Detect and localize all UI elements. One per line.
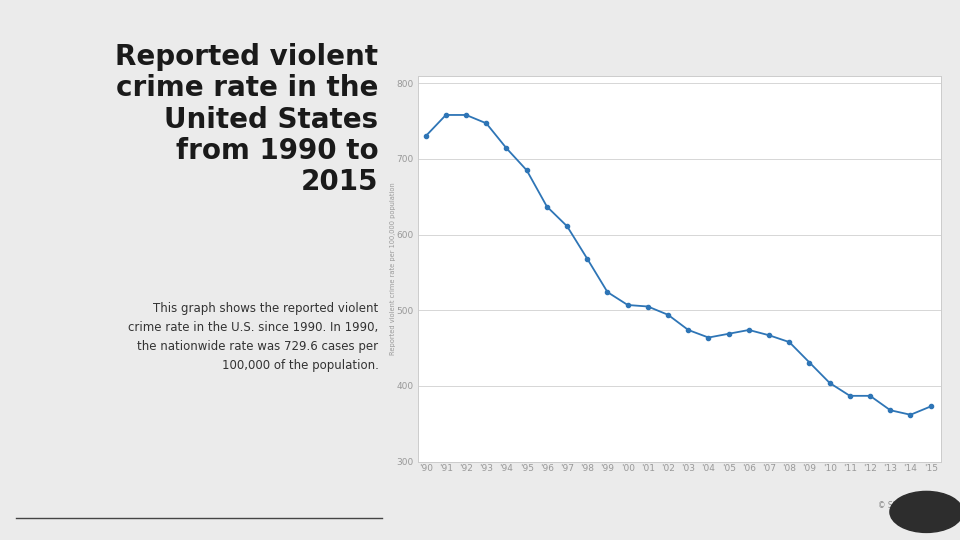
Text: © Statista 2017: © Statista 2017 [877, 501, 939, 510]
Y-axis label: Reported violent crime rate per 100,000 population: Reported violent crime rate per 100,000 … [391, 183, 396, 355]
Text: Reported violent
crime rate in the
United States
from 1990 to
2015: Reported violent crime rate in the Unite… [115, 43, 378, 197]
Text: This graph shows the reported violent
crime rate in the U.S. since 1990. In 1990: This graph shows the reported violent cr… [129, 302, 378, 373]
